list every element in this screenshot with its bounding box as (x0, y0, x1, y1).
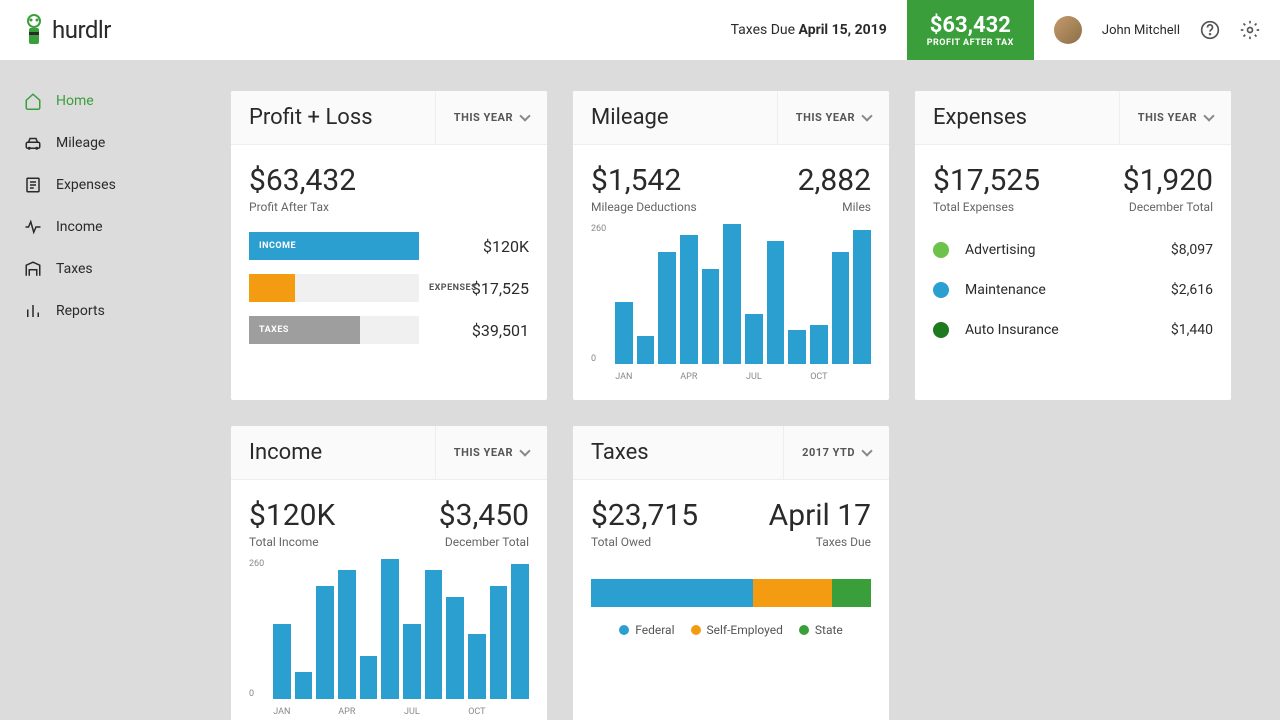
chart-bar (468, 634, 486, 699)
chart-bar (680, 235, 698, 364)
period-selector[interactable]: THIS YEAR (777, 91, 889, 144)
chart-bar (637, 336, 655, 364)
taxes-due-date: April 17 (769, 498, 871, 533)
profit-loss-label: Profit After Tax (249, 200, 529, 214)
mileage-icon (24, 134, 42, 152)
chart-bar (295, 672, 313, 699)
tax-segment-self-employed (753, 579, 831, 607)
username[interactable]: John Mitchell (1102, 23, 1180, 38)
taxes-due-text: Taxes Due April 15, 2019 (731, 22, 887, 38)
card-title: Taxes (573, 426, 783, 479)
profit-amount: $63,432 (927, 13, 1014, 38)
chart-bar (360, 656, 378, 699)
main-content: Profit + Loss THIS YEAR $63,432 Profit A… (200, 60, 1280, 720)
category-dot (933, 322, 949, 338)
income-month: $3,450 (439, 498, 529, 533)
period-selector[interactable]: THIS YEAR (1119, 91, 1231, 144)
tax-segment-federal (591, 579, 753, 607)
card-taxes: Taxes 2017 YTD $23,715 Total Owed April … (572, 425, 890, 720)
chart-bar (316, 586, 334, 699)
chart-bar (490, 586, 508, 699)
card-income: Income THIS YEAR $120K Total Income $3,4… (230, 425, 548, 720)
mileage-miles: 2,882 (798, 163, 871, 198)
expense-row[interactable]: Maintenance$2,616 (933, 270, 1213, 310)
taxes-owed: $23,715 (591, 498, 698, 533)
expense-row[interactable]: Auto Insurance$1,440 (933, 310, 1213, 350)
legend-item: Self-Employed (691, 623, 783, 637)
profit-label: PROFIT AFTER TAX (927, 38, 1014, 48)
chart-bar (511, 564, 529, 699)
card-mileage: Mileage THIS YEAR $1,542 Mileage Deducti… (572, 90, 890, 401)
sidebar-item-reports[interactable]: Reports (0, 290, 200, 332)
taxes-stacked-bar (591, 579, 871, 607)
income-bar-chart: 2600 (249, 559, 529, 699)
bar-row-expenses: EXPENSES$17,525 (249, 274, 529, 302)
help-icon[interactable] (1200, 20, 1220, 40)
chart-bar (810, 325, 828, 364)
card-title: Expenses (915, 91, 1119, 144)
period-selector[interactable]: 2017 YTD (783, 426, 889, 479)
bar-row-taxes: TAXES$39,501 (249, 316, 529, 344)
sidebar-item-expenses[interactable]: Expenses (0, 164, 200, 206)
legend-item: State (799, 623, 843, 637)
legend-item: Federal (619, 623, 674, 637)
card-expenses: Expenses THIS YEAR $17,525 Total Expense… (914, 90, 1232, 401)
income-total: $120K (249, 498, 335, 533)
settings-icon[interactable] (1240, 20, 1260, 40)
chart-bar (446, 597, 464, 699)
profit-after-tax-badge[interactable]: $63,432 PROFIT AFTER TAX (907, 0, 1034, 60)
chart-bar (788, 330, 806, 364)
chevron-down-icon (861, 110, 872, 121)
expense-row[interactable]: Advertising$8,097 (933, 230, 1213, 270)
expenses-total: $17,525 (933, 163, 1040, 198)
brand-name: hurdlr (52, 16, 111, 44)
chart-bar (615, 302, 633, 364)
chart-bar (723, 224, 741, 364)
reports-icon (24, 302, 42, 320)
chart-bar (702, 269, 720, 364)
tax-segment-state (832, 579, 871, 607)
sidebar-item-home[interactable]: Home (0, 80, 200, 122)
category-dot (933, 242, 949, 258)
bar-row-income: INCOME$120K (249, 232, 529, 260)
header: hurdlr Taxes Due April 15, 2019 $63,432 … (0, 0, 1280, 60)
chart-bar (745, 314, 763, 364)
card-title: Income (231, 426, 435, 479)
period-selector[interactable]: THIS YEAR (435, 426, 547, 479)
expenses-icon (24, 176, 42, 194)
sidebar-item-taxes[interactable]: Taxes (0, 248, 200, 290)
chart-bar (767, 241, 785, 364)
period-selector[interactable]: THIS YEAR (435, 91, 547, 144)
chart-bar (853, 230, 871, 364)
sidebar: HomeMileageExpensesIncomeTaxesReports (0, 60, 200, 720)
mileage-bar-chart: 2600 (591, 224, 871, 364)
chevron-down-icon (861, 445, 872, 456)
logo[interactable]: hurdlr (20, 14, 111, 46)
sidebar-item-mileage[interactable]: Mileage (0, 122, 200, 164)
chart-bar (338, 570, 356, 699)
chevron-down-icon (1203, 110, 1214, 121)
home-icon (24, 92, 42, 110)
card-title: Profit + Loss (231, 91, 435, 144)
mileage-deductions: $1,542 (591, 163, 697, 198)
expenses-month: $1,920 (1123, 163, 1213, 198)
taxes-icon (24, 260, 42, 278)
chevron-down-icon (519, 110, 530, 121)
profit-loss-amount: $63,432 (249, 163, 529, 198)
chart-bar (832, 252, 850, 364)
card-title: Mileage (573, 91, 777, 144)
category-dot (933, 282, 949, 298)
chart-bar (381, 559, 399, 699)
chart-bar (273, 624, 291, 699)
chart-bar (403, 624, 421, 699)
chart-bar (425, 570, 443, 699)
income-icon (24, 218, 42, 236)
chart-bar (658, 252, 676, 364)
card-profit-loss: Profit + Loss THIS YEAR $63,432 Profit A… (230, 90, 548, 401)
user-avatar[interactable] (1054, 16, 1082, 44)
chevron-down-icon (519, 445, 530, 456)
sidebar-item-income[interactable]: Income (0, 206, 200, 248)
logo-icon (20, 14, 48, 46)
